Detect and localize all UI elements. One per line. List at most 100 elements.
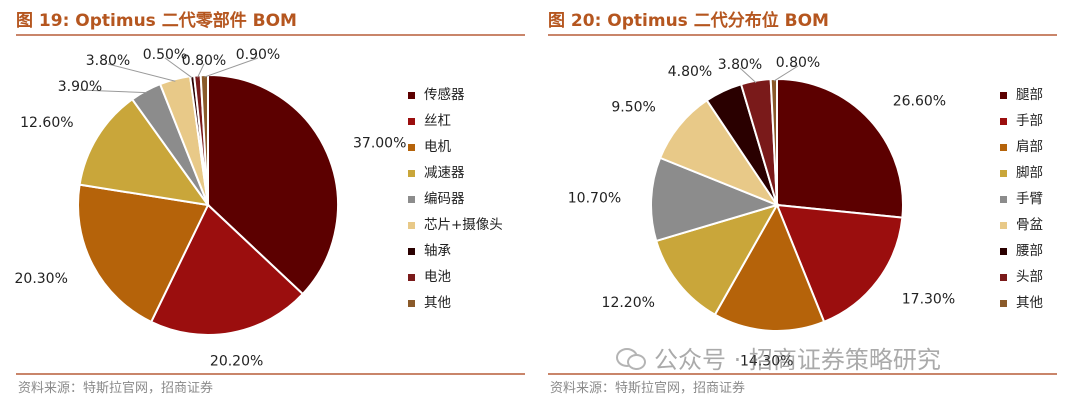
pie-chart: 37.00%20.20%20.30%12.60%3.90%3.80% 0.50%0…: [15, 47, 407, 369]
pie-slice-4: [78, 97, 211, 207]
legend-item-6: 芯片+摄像头: [408, 212, 503, 238]
legend-item-4: 脚部: [1000, 160, 1043, 186]
legend-label: 其他: [1016, 295, 1043, 311]
pie-slice-2: [149, 203, 305, 336]
leader-line-8: [197, 63, 205, 78]
data-label-1: 26.60%: [893, 93, 946, 109]
pie-slice-9: [199, 73, 209, 206]
chart-panel-bom-components: 图 19: Optimus 二代零部件 BOM 37.00% 20.20% 20.3…: [8, 0, 533, 405]
legend-swatch: [1000, 247, 1007, 255]
pie-slice-5: [650, 156, 781, 243]
data-label-3: 20.30%: [15, 271, 68, 287]
data-label-2: 17.30%: [902, 292, 955, 308]
legend-item-5: 手臂: [1000, 186, 1043, 212]
pie-slice-1: [207, 73, 339, 296]
legend-swatch: [408, 91, 415, 99]
legend-item-3: 肩部: [1000, 134, 1043, 160]
legend-swatch: [1000, 169, 1007, 177]
pie-slice-3: [713, 202, 826, 332]
leader-line-5: [79, 89, 147, 94]
legend-label: 芯片+摄像头: [424, 217, 503, 233]
data-label-6: 3.80%: [86, 53, 130, 69]
legend-swatch: [1000, 195, 1007, 203]
legend-label: 手部: [1016, 113, 1043, 129]
data-label-5: 3.90%: [58, 79, 102, 95]
legend-swatch: [408, 221, 415, 229]
data-label-7: 0.50%: [143, 47, 187, 63]
legend-label: 脚部: [1016, 165, 1043, 181]
legend-swatch: [1000, 117, 1007, 125]
legend-item-3: 电机: [408, 134, 503, 160]
legend-item-5: 编码器: [408, 186, 503, 212]
legend-item-4: 减速器: [408, 160, 503, 186]
legend-item-1: 腿部: [1000, 82, 1043, 108]
legend-item-2: 丝杠: [408, 108, 503, 134]
legend-label: 电机: [424, 139, 451, 155]
source-note: 资料来源：特斯拉官网，招商证券: [550, 381, 746, 396]
legend-swatch: [1000, 143, 1007, 151]
title-divider: [16, 34, 525, 36]
legend-swatch: [408, 143, 415, 151]
footer-divider: [548, 373, 1057, 375]
legend-item-6: 骨盆: [1000, 212, 1043, 238]
legend-label: 腰部: [1016, 243, 1043, 259]
legend-label: 骨盆: [1016, 217, 1043, 233]
data-label-3: 14.30%: [740, 354, 793, 370]
legend-swatch: [408, 247, 415, 255]
pie-slice-1: [776, 77, 904, 219]
footer-divider: [16, 373, 525, 375]
legend-swatch: [408, 195, 415, 203]
legend-label: 丝杠: [424, 113, 451, 129]
watermark: 公众号 · 招商证券策略研究: [616, 340, 941, 375]
legend-label: 肩部: [1016, 139, 1043, 155]
leader-line-9: [773, 65, 799, 82]
legend-item-1: 传感器: [408, 82, 503, 108]
source-note: 资料来源：特斯拉官网，招商证券: [18, 381, 214, 396]
legend-swatch: [1000, 273, 1007, 281]
pie-slice-6: [658, 98, 780, 208]
chart-title: 图 19: Optimus 二代零部件 BOM: [16, 11, 297, 31]
data-label-1: 37.00%: [353, 135, 406, 151]
legend-swatch: [1000, 91, 1007, 99]
leader-line-6: [107, 63, 176, 82]
chart-title: 图 20: Optimus 二代分布位 BOM: [548, 11, 829, 31]
data-label-6: 9.50%: [611, 100, 655, 116]
legend-label: 传感器: [424, 87, 465, 103]
legend: 腿部手部肩部脚部手臂骨盆腰部头部其他: [1000, 82, 1043, 316]
data-label-9: 0.90%: [236, 47, 280, 63]
legend-item-9: 其他: [408, 290, 503, 316]
legend-swatch: [408, 273, 415, 281]
wechat-logo-icon: [616, 346, 646, 370]
legend-item-7: 轴承: [408, 238, 503, 264]
data-label-4: 12.60%: [20, 115, 73, 131]
pie-chart: 26.60% 17.30% 14.30% 12.20% 10.70% 9.50% 4.80%…: [568, 55, 955, 370]
legend-swatch: [408, 299, 415, 307]
pie-slice-2: [775, 203, 904, 324]
legend-item-8: 头部: [1000, 264, 1043, 290]
legend-label: 电池: [424, 269, 451, 285]
legend-swatch: [1000, 221, 1007, 229]
legend-item-8: 电池: [408, 264, 503, 290]
data-label-5: 10.70%: [568, 191, 621, 207]
legend-label: 头部: [1016, 269, 1043, 285]
legend-item-9: 其他: [1000, 290, 1043, 316]
data-label-8: 3.80%: [718, 57, 762, 73]
leader-line-7: [164, 57, 193, 79]
legend-swatch: [1000, 299, 1007, 307]
data-label-2: 20.20%: [210, 353, 263, 369]
legend: 传感器丝杠电机减速器编码器芯片+摄像头 轴承电池其他: [408, 82, 503, 316]
chart-panel-bom-body-parts: 图 20: Optimus 二代分布位 BOM 26.60% 17.30% 14.3…: [540, 0, 1065, 405]
leader-line-8: [739, 67, 757, 84]
legend-swatch: [408, 169, 415, 177]
data-label-4: 12.20%: [602, 295, 655, 311]
data-label-8: 0.80%: [182, 53, 226, 69]
legend-label: 轴承: [424, 243, 451, 259]
pie-slice-3: [77, 183, 210, 324]
title-divider: [548, 34, 1057, 36]
legend-label: 手臂: [1016, 191, 1043, 207]
leader-line-9: [204, 57, 259, 78]
legend-label: 减速器: [424, 165, 465, 181]
legend-swatch: [408, 117, 415, 125]
data-label-9: 0.80%: [776, 55, 820, 71]
data-label-7: 4.80%: [668, 64, 712, 80]
